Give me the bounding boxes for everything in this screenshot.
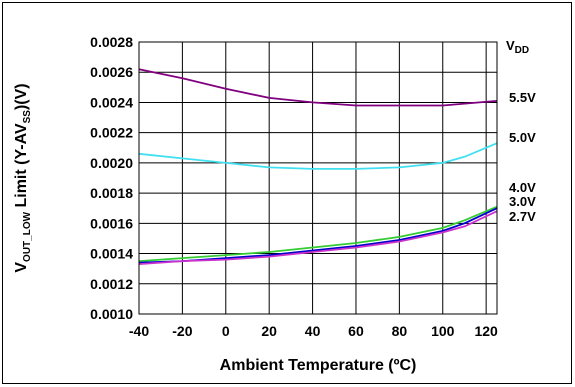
y-axis-label-mid: Limit (Y-AV <box>13 123 30 212</box>
x-tick-label: 80 <box>392 323 408 339</box>
series-line-4.0V <box>138 205 498 262</box>
y-tick-label: 0.0026 <box>90 64 133 80</box>
legend-entries: 5.5V 5.0V 4.0V3.0V2.7V <box>509 90 536 224</box>
y-axis-label-end: )(V) <box>13 83 30 110</box>
x-tick-labels: -40 -20 0 20 40 60 80 100 120 <box>129 323 498 339</box>
grid <box>138 41 497 315</box>
y-tick-label: 0.0010 <box>90 306 133 322</box>
legend-label-5.5V: 5.5V <box>509 90 536 105</box>
y-tick-label: 0.0028 <box>90 34 133 50</box>
y-tick-labels: 0.0010 0.0012 0.0014 0.0016 0.0018 0.0020 0.00… <box>90 34 133 322</box>
series-line-2.7V <box>138 210 498 265</box>
x-tick-label: 60 <box>348 323 364 339</box>
y-tick-label: 0.0014 <box>90 246 133 262</box>
legend-label-2.7V: 2.7V <box>509 209 536 224</box>
x-tick-label: 120 <box>474 323 498 339</box>
y-tick-label: 0.0024 <box>90 94 133 110</box>
x-tick-label: 0 <box>222 323 230 339</box>
x-tick-label: 20 <box>261 323 277 339</box>
y-tick-label: 0.0020 <box>90 155 133 171</box>
x-tick-label: -20 <box>172 323 192 339</box>
series-line-3.0V <box>138 207 498 264</box>
x-axis-label: Ambient Temperature (ºC) <box>220 357 417 374</box>
y-tick-label: 0.0018 <box>90 185 133 201</box>
series-lines <box>138 68 498 265</box>
x-tick-label: 100 <box>431 323 455 339</box>
y-axis-label-sub-out-low: OUT_LOW <box>22 211 33 262</box>
series-line-5.0V <box>138 142 498 170</box>
y-tick-label: 0.0012 <box>90 276 133 292</box>
legend-label-4.0V: 4.0V <box>509 180 536 195</box>
y-axis-label-v: V <box>13 262 30 273</box>
plot-area-border <box>138 41 498 315</box>
legend-title-v: V <box>506 38 515 53</box>
legend-title-sub: DD <box>515 45 529 56</box>
legend-title: VDD <box>506 38 529 56</box>
x-tick-label: -40 <box>129 323 149 339</box>
y-tick-label: 0.0016 <box>90 215 133 231</box>
legend-label-3.0V: 3.0V <box>509 194 536 209</box>
x-tick-label: 40 <box>305 323 321 339</box>
y-tick-label: 0.0022 <box>90 125 133 141</box>
legend-label-5.0V: 5.0V <box>509 130 536 145</box>
y-axis-label-sub-ss: SS <box>22 110 33 124</box>
series-line-5.5V <box>138 68 498 107</box>
y-axis-label: VOUT_LOW Limit (Y-AVSS)(V) <box>13 83 33 272</box>
